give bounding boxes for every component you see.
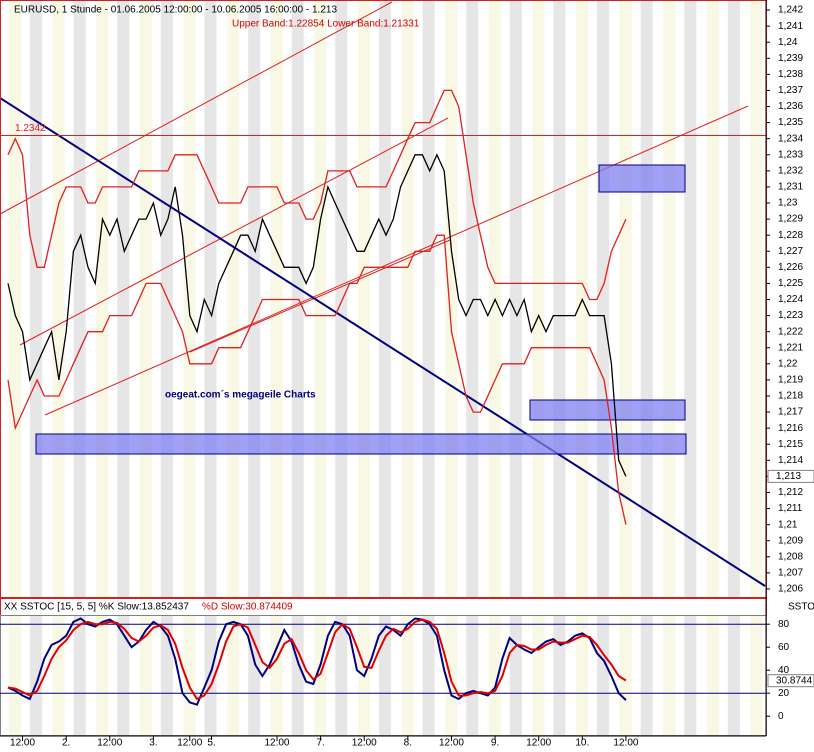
last-value-label: 30.8744: [776, 675, 813, 686]
x-tick-label: 12:00: [10, 738, 35, 749]
y-tick-label: 1,242: [778, 5, 803, 16]
y-tick-label: 1,209: [778, 535, 803, 546]
series-line: [7, 618, 627, 701]
y-tick-label: 1,22: [778, 358, 798, 369]
y-tick-label: 1,206: [778, 584, 803, 595]
y-tick-label: 1,212: [778, 487, 803, 498]
horizontal-line-label: 1.2342: [15, 123, 46, 134]
last-value-marker: [767, 674, 814, 688]
y-tick-label: 1,223: [778, 310, 803, 321]
last-value-marker: [767, 469, 814, 483]
channel-line: [19, 117, 449, 346]
stoch-title: XX SSTOC [15, 5, 5] %K Slow:13.852437: [4, 602, 189, 613]
zone-box: [35, 433, 687, 455]
chart-subtitle: Upper Band:1.22854 Lower Band:1.21331: [232, 19, 420, 30]
y-tick-label: 1,237: [778, 85, 803, 96]
y-tick-label: 80: [778, 619, 790, 630]
stoch-plot-bg: [0, 615, 766, 735]
stoch-axis-title: SSTO: [788, 602, 814, 613]
x-tick-label: 9.: [491, 738, 499, 749]
y-tick-label: 1,211: [778, 503, 803, 514]
x-tick-label: 12:00: [264, 738, 289, 749]
y-tick-label: 1,208: [778, 551, 803, 562]
x-tick-label: 10.: [575, 738, 589, 749]
x-tick-label: 12:00: [526, 738, 551, 749]
channel-line: [0, 1, 393, 215]
y-tick-label: 1,214: [778, 455, 803, 466]
trend-line: [0, 97, 766, 587]
channel-line: [44, 105, 749, 416]
y-tick-label: 1,225: [778, 278, 803, 289]
x-tick-label: 12:00: [439, 738, 464, 749]
x-tick-label: 7.: [316, 738, 324, 749]
y-tick-label: 20: [778, 688, 790, 699]
y-tick-label: 1,231: [778, 182, 803, 193]
y-tick-label: 1,226: [778, 262, 803, 273]
series-line: [7, 153, 627, 477]
y-tick-label: 1,239: [778, 53, 803, 64]
chart-title: EURUSD, 1 Stunde - 01.06.2005 12:00:00 -…: [14, 5, 337, 16]
drawing-tools: [0, 1, 766, 587]
y-tick-label: 1,232: [778, 165, 803, 176]
x-tick-label: 12:00: [177, 738, 202, 749]
y-tick-label: 1,227: [778, 246, 803, 257]
y-tick-label: 1,235: [778, 117, 803, 128]
annotation: oegeat.com´s megageile Charts: [165, 390, 316, 401]
zone-box: [598, 164, 686, 193]
channel-line: [189, 239, 451, 353]
x-tick-label: 12:00: [613, 738, 638, 749]
y-tick-label: 1,216: [778, 423, 803, 434]
y-tick-label: 1,233: [778, 149, 803, 160]
y-tick-label: 1,234: [778, 133, 803, 144]
x-tick-label: 12:00: [97, 738, 122, 749]
y-tick-label: 1,224: [778, 294, 803, 305]
x-tick-label: 5.: [207, 738, 215, 749]
x-tick-label: 2.: [62, 738, 70, 749]
y-tick-label: 1,21: [778, 519, 798, 530]
x-tick-label: 8.: [404, 738, 412, 749]
y-tick-label: 1,221: [778, 342, 803, 353]
stoch-subtitle: %D Slow:30.874409: [202, 602, 293, 613]
y-tick-label: 1,238: [778, 69, 803, 80]
y-tick-label: 1,207: [778, 568, 803, 579]
x-tick-label: 12:00: [352, 738, 377, 749]
y-tick-label: 1,228: [778, 230, 803, 241]
x-tick-label: 3.: [149, 738, 157, 749]
last-value-label: 1,213: [776, 471, 801, 482]
y-tick-label: 1,222: [778, 326, 803, 337]
y-tick-label: 0: [778, 711, 784, 722]
y-tick-label: 1,215: [778, 439, 803, 450]
y-tick-label: 1,241: [778, 21, 803, 32]
y-tick-label: 1,218: [778, 391, 803, 402]
main-plot-bg: [0, 0, 766, 597]
y-tick-label: 1,219: [778, 375, 803, 386]
y-tick-label: 1,236: [778, 101, 803, 112]
series-line: [7, 617, 627, 706]
y-tick-label: 1,229: [778, 214, 803, 225]
y-tick-label: 40: [778, 665, 790, 676]
y-tick-label: 60: [778, 642, 790, 653]
y-tick-label: 1,24: [778, 37, 798, 48]
y-tick-label: 1,23: [778, 198, 798, 209]
series-line: [7, 234, 627, 525]
series-line: [7, 89, 627, 301]
y-tick-label: 1,217: [778, 407, 803, 418]
